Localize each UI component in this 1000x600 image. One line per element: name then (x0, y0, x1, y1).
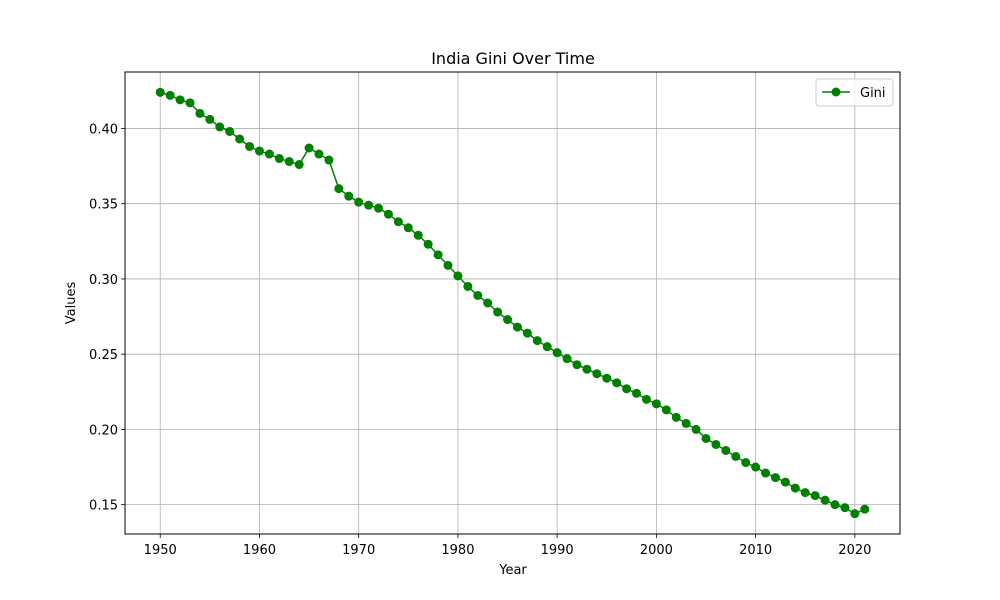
data-point (721, 445, 731, 455)
data-point (552, 348, 562, 358)
data-point (463, 281, 473, 291)
data-point (245, 141, 255, 151)
data-point (254, 146, 264, 156)
data-point (820, 495, 830, 505)
x-axis: 1950 1960 1970 1980 1990 2000 2010 2020 (144, 534, 871, 558)
data-point (810, 491, 820, 501)
x-tick-label: 2020 (838, 543, 871, 558)
data-point (235, 134, 245, 144)
data-point (602, 373, 612, 383)
data-point (334, 184, 344, 194)
data-point (364, 200, 374, 210)
data-point (473, 290, 483, 300)
legend-label-gini: Gini (860, 86, 886, 101)
data-point (294, 160, 304, 170)
y-axis-label: Values (64, 282, 79, 325)
data-point (840, 503, 850, 513)
data-point (453, 271, 463, 281)
legend: Gini (815, 78, 894, 107)
y-axis: 0.15 0.20 0.25 0.30 0.35 0.40 (89, 122, 125, 514)
x-tick-label: 2000 (640, 543, 673, 558)
chart-title: India Gini Over Time (431, 49, 595, 68)
legend-marker-gini (831, 87, 841, 97)
x-tick-label: 1970 (342, 543, 375, 558)
data-point (403, 223, 413, 233)
data-point (641, 394, 651, 404)
legend-box (815, 78, 894, 107)
data-point (344, 191, 354, 201)
data-point (383, 209, 393, 219)
data-point (483, 298, 493, 308)
data-point (790, 483, 800, 493)
data-point (532, 336, 542, 346)
data-point (393, 217, 403, 227)
grid (125, 72, 900, 534)
data-point (215, 122, 225, 132)
y-tick-label: 0.35 (89, 198, 118, 213)
data-point (165, 90, 175, 100)
data-point (225, 126, 235, 136)
data-point (284, 157, 294, 167)
x-axis-label: Year (498, 563, 527, 578)
data-point (612, 378, 622, 388)
x-tick-label: 1990 (541, 543, 574, 558)
data-point (671, 412, 681, 422)
data-point (651, 399, 661, 409)
data-point (741, 458, 751, 468)
data-point (433, 250, 443, 260)
data-point (800, 488, 810, 498)
data-point (592, 369, 602, 379)
data-point (780, 477, 790, 487)
y-tick-label: 0.15 (89, 499, 118, 514)
data-point (661, 405, 671, 415)
series-layer (155, 87, 870, 519)
data-point (264, 149, 274, 159)
data-point (691, 424, 701, 434)
data-point (503, 315, 513, 325)
data-point (572, 360, 582, 370)
data-point (830, 500, 840, 510)
data-point (770, 473, 780, 483)
data-point (195, 108, 205, 118)
data-point (632, 388, 642, 398)
data-point (850, 509, 860, 519)
x-tick-label: 1950 (144, 543, 177, 558)
data-point (562, 354, 572, 364)
data-point (314, 149, 324, 159)
data-point (512, 322, 522, 332)
x-tick-label: 2010 (739, 543, 772, 558)
y-tick-label: 0.25 (89, 348, 118, 363)
data-point (274, 154, 284, 164)
data-point (681, 418, 691, 428)
data-point (324, 155, 334, 165)
data-point (542, 342, 552, 352)
plot-frame (124, 71, 901, 535)
data-point (522, 328, 532, 338)
y-tick-label: 0.30 (89, 273, 118, 288)
data-point (423, 239, 433, 249)
data-point (731, 451, 741, 461)
x-tick-label: 1980 (441, 543, 474, 558)
data-point (413, 230, 423, 240)
y-tick-label: 0.40 (89, 122, 118, 137)
data-point (582, 364, 592, 374)
data-point (175, 95, 185, 105)
data-point (751, 462, 761, 472)
data-point (443, 260, 453, 270)
data-point (701, 433, 711, 443)
data-point (155, 87, 165, 97)
data-point (354, 197, 364, 207)
data-point (304, 143, 314, 153)
x-tick-label: 1960 (243, 543, 276, 558)
data-point (185, 98, 195, 108)
data-point (622, 384, 632, 394)
data-point (761, 468, 771, 478)
data-point (711, 439, 721, 449)
data-point (860, 504, 870, 514)
data-point (493, 307, 503, 317)
data-point (374, 203, 384, 213)
y-tick-label: 0.20 (89, 423, 118, 438)
data-point (205, 114, 215, 124)
